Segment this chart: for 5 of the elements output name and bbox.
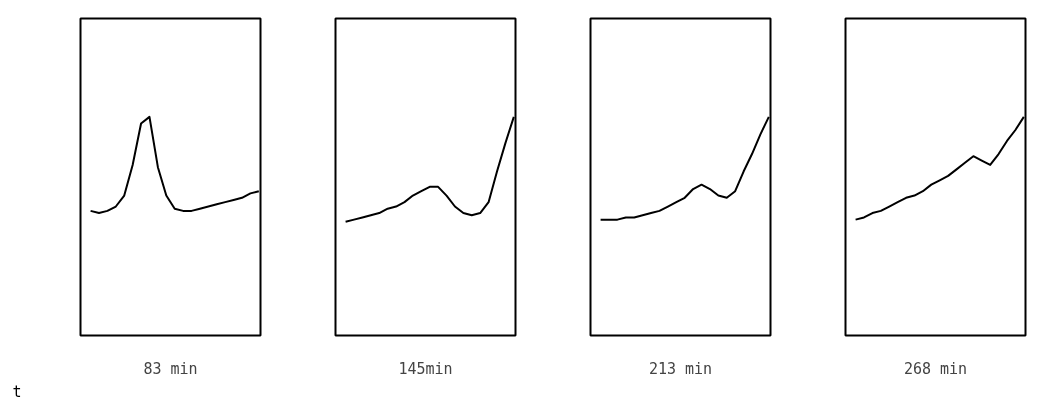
text: t <box>12 382 22 401</box>
x-axis-title: 145min <box>398 359 453 378</box>
x-axis-title: 268 min <box>903 359 968 378</box>
x-axis-title: 83 min <box>143 359 198 378</box>
x-axis-title: 213 min <box>648 359 713 378</box>
